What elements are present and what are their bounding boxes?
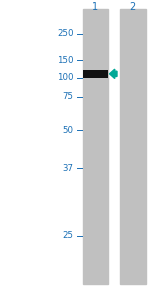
Text: 1: 1	[92, 2, 98, 12]
Bar	[120, 9, 146, 284]
Text: 75: 75	[63, 92, 74, 101]
Bar	[82, 70, 108, 78]
Text: 25: 25	[63, 231, 74, 240]
Text: 50: 50	[63, 126, 74, 135]
Text: 2: 2	[130, 2, 136, 12]
Bar	[82, 9, 108, 284]
Text: 150: 150	[57, 56, 74, 64]
Text: 100: 100	[57, 73, 74, 82]
Text: 250: 250	[57, 29, 74, 38]
FancyArrow shape	[110, 69, 117, 79]
Text: 37: 37	[63, 164, 74, 173]
